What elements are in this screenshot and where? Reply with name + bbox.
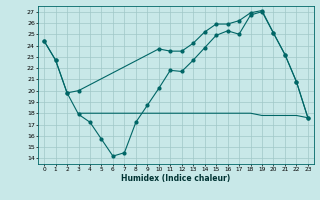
X-axis label: Humidex (Indice chaleur): Humidex (Indice chaleur) — [121, 174, 231, 183]
